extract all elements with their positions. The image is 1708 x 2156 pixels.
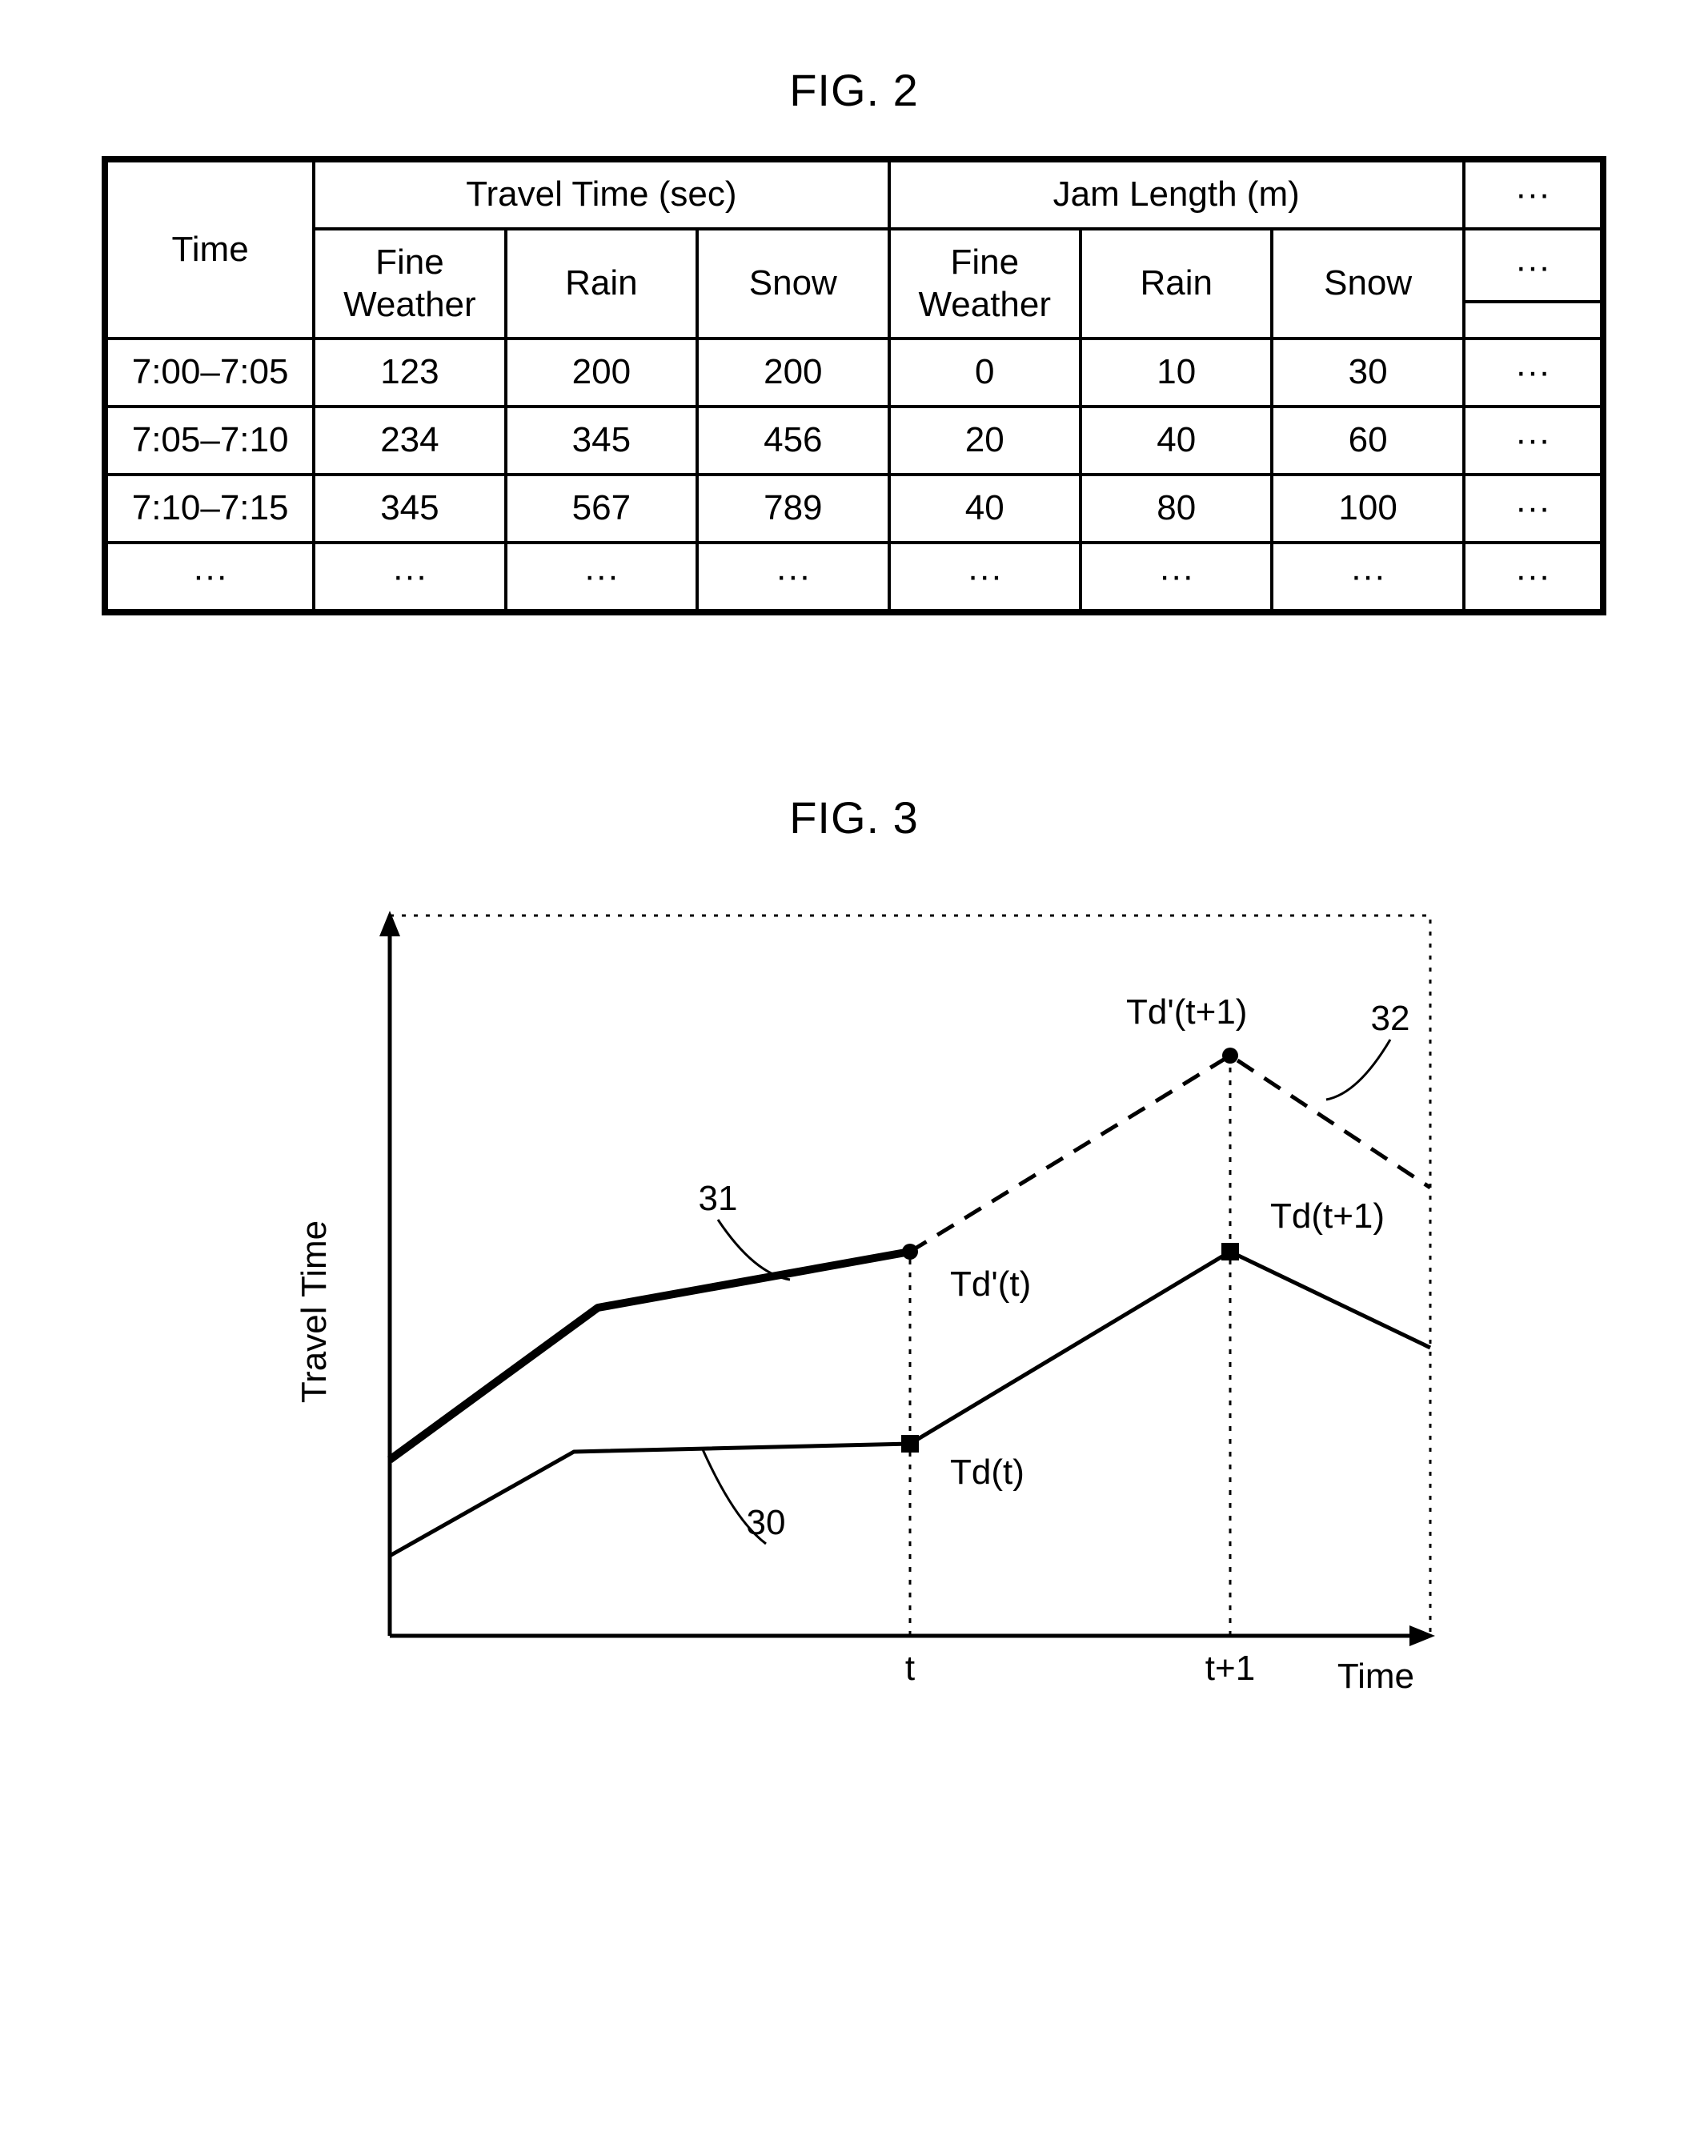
cell-ellipsis: ··· [1464,475,1603,543]
cell: ··· [1081,543,1272,612]
cell-time: 7:00–7:05 [105,339,314,407]
table-row: 7:00–7:05 123 200 200 0 10 30 ··· [105,339,1603,407]
th-tt-snow: Snow [697,229,888,339]
svg-text:Time: Time [1337,1657,1414,1696]
svg-text:32: 32 [1371,999,1410,1038]
th-jl-fine: Fine Weather [889,229,1081,339]
cell: 100 [1272,475,1463,543]
cell: 345 [314,475,505,543]
svg-text:Td'(t): Td'(t) [950,1264,1031,1304]
cell: 200 [697,339,888,407]
cell: 456 [697,407,888,475]
fig2-table: Time Travel Time (sec) Jam Length (m) ··… [102,156,1606,615]
th-ellipsis-2b [1465,303,1600,332]
table-row-ellipsis: ··· ··· ··· ··· ··· ··· ··· ··· [105,543,1603,612]
cell: 40 [889,475,1081,543]
svg-text:31: 31 [699,1179,738,1218]
cell: 10 [1081,339,1272,407]
th-jl-snow: Snow [1272,229,1463,339]
cell: ··· [1464,543,1603,612]
cell: 789 [697,475,888,543]
cell: 80 [1081,475,1272,543]
th-time: Time [105,159,314,339]
svg-text:t: t [905,1649,915,1688]
cell: 0 [889,339,1081,407]
th-travel-time: Travel Time (sec) [314,159,888,229]
svg-text:t+1: t+1 [1205,1649,1255,1688]
cell-time: 7:05–7:10 [105,407,314,475]
th-ellipsis: ··· [1464,159,1603,229]
cell: 234 [314,407,505,475]
table-row: 7:05–7:10 234 345 456 20 40 60 ··· [105,407,1603,475]
th-tt-rain: Rain [506,229,697,339]
cell-time: 7:10–7:15 [105,475,314,543]
cell: 40 [1081,407,1272,475]
svg-text:Travel Time: Travel Time [295,1220,334,1402]
th-tt-fine: Fine Weather [314,229,505,339]
cell-ellipsis: ··· [1464,339,1603,407]
cell: 30 [1272,339,1463,407]
cell: 345 [506,407,697,475]
table-row: 7:10–7:15 345 567 789 40 80 100 ··· [105,475,1603,543]
cell: ··· [314,543,505,612]
svg-text:30: 30 [747,1503,786,1542]
cell: 567 [506,475,697,543]
cell-ellipsis: ··· [1464,407,1603,475]
svg-text:Td'(t+1): Td'(t+1) [1126,992,1247,1032]
th-jam-length: Jam Length (m) [889,159,1464,229]
cell: 123 [314,339,505,407]
fig3-title: FIG. 3 [96,791,1612,844]
cell: 200 [506,339,697,407]
th-ellipsis-2a: ··· [1465,235,1600,303]
cell: ··· [697,543,888,612]
cell: 20 [889,407,1081,475]
th-jl-rain: Rain [1081,229,1272,339]
cell: ··· [1272,543,1463,612]
svg-text:Td(t): Td(t) [950,1453,1024,1492]
cell: ··· [506,543,697,612]
cell: ··· [889,543,1081,612]
cell: 60 [1272,407,1463,475]
svg-text:Td(t+1): Td(t+1) [1270,1196,1385,1236]
cell: ··· [105,543,314,612]
fig2-title: FIG. 2 [96,64,1612,116]
fig3-chart: t t+1 Time Travel Time 30 31 32 Td'(t) Td'(t+1) T… [254,884,1454,1724]
